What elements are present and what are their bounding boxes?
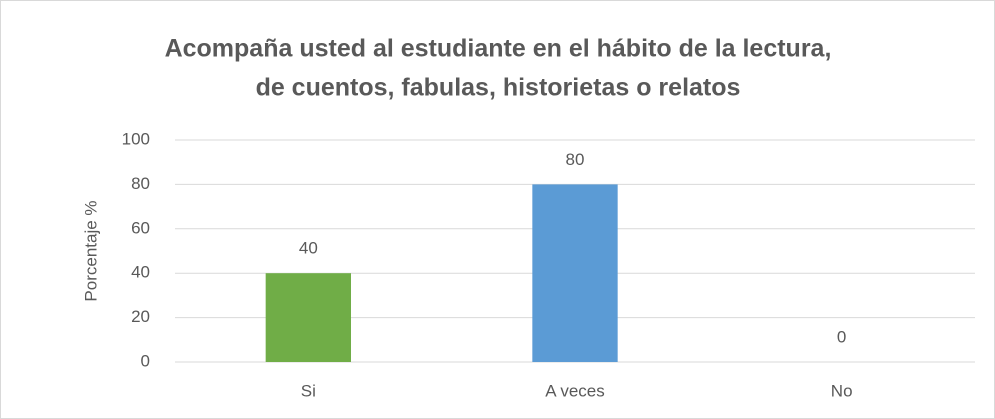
chart-title: Acompaña usted al estudiante en el hábit… [165,35,832,63]
y-tick-label: 60 [131,218,150,237]
y-axis-label: Porcentaje % [81,200,100,301]
y-tick-label: 100 [122,129,150,148]
data-label: 0 [837,327,846,346]
data-label: 80 [566,150,585,169]
x-tick-label: No [831,381,853,400]
data-label: 40 [299,239,318,258]
y-tick-label: 20 [131,307,150,326]
x-tick-label: A veces [545,381,605,400]
bar [532,184,618,362]
y-tick-label: 40 [131,263,150,282]
x-tick-label: Si [301,381,316,400]
chart-title: de cuentos, fabulas, historietas o relat… [256,74,741,102]
bar [265,273,351,362]
y-tick-label: 0 [141,351,150,370]
y-tick-label: 80 [131,174,150,193]
